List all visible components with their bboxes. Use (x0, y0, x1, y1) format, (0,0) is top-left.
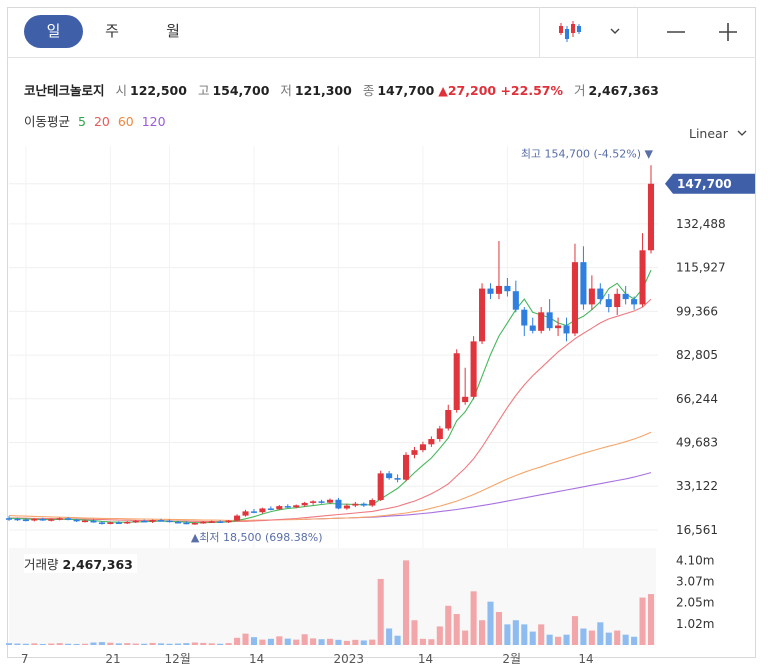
close-price: 147,700 (377, 83, 435, 98)
tab-weekly[interactable]: 주 (105, 22, 119, 40)
ma-20: 20 (93, 114, 110, 129)
stock-name: 코난테크놀로지 (24, 83, 105, 98)
chevron-down-icon (737, 130, 747, 136)
moving-average-legend: 이동평균 5 20 60 120 (24, 111, 170, 130)
price-summary: 코난테크놀로지 시 122,500 고 154,700 저 121,300 종 147,… (24, 83, 659, 98)
tab-daily[interactable]: 일 (24, 15, 83, 48)
chevron-down-icon[interactable] (607, 20, 623, 44)
trade-volume: 2,467,363 (588, 83, 659, 98)
scale-label: Linear (689, 126, 728, 141)
ma-5: 5 (78, 114, 86, 129)
candlestick-icon[interactable] (555, 20, 585, 44)
ma-60: 60 (117, 114, 134, 129)
volume-panel-label: 거래량 2,467,363 (24, 554, 137, 573)
tab-monthly[interactable]: 월 (166, 22, 180, 40)
ma-120: 120 (141, 114, 166, 129)
moving-average-label: 이동평균 (24, 114, 71, 129)
low-price: 121,300 (294, 83, 352, 98)
open-price: 122,500 (130, 83, 187, 98)
high-price: 154,700 (212, 83, 270, 98)
plus-icon[interactable] (716, 20, 740, 44)
toolbar: 일 주 월 (7, 7, 756, 58)
minus-icon[interactable] (664, 20, 688, 44)
price-change: ▲27,200 +22.57% (438, 83, 563, 98)
scale-select[interactable]: Linear (689, 126, 748, 141)
